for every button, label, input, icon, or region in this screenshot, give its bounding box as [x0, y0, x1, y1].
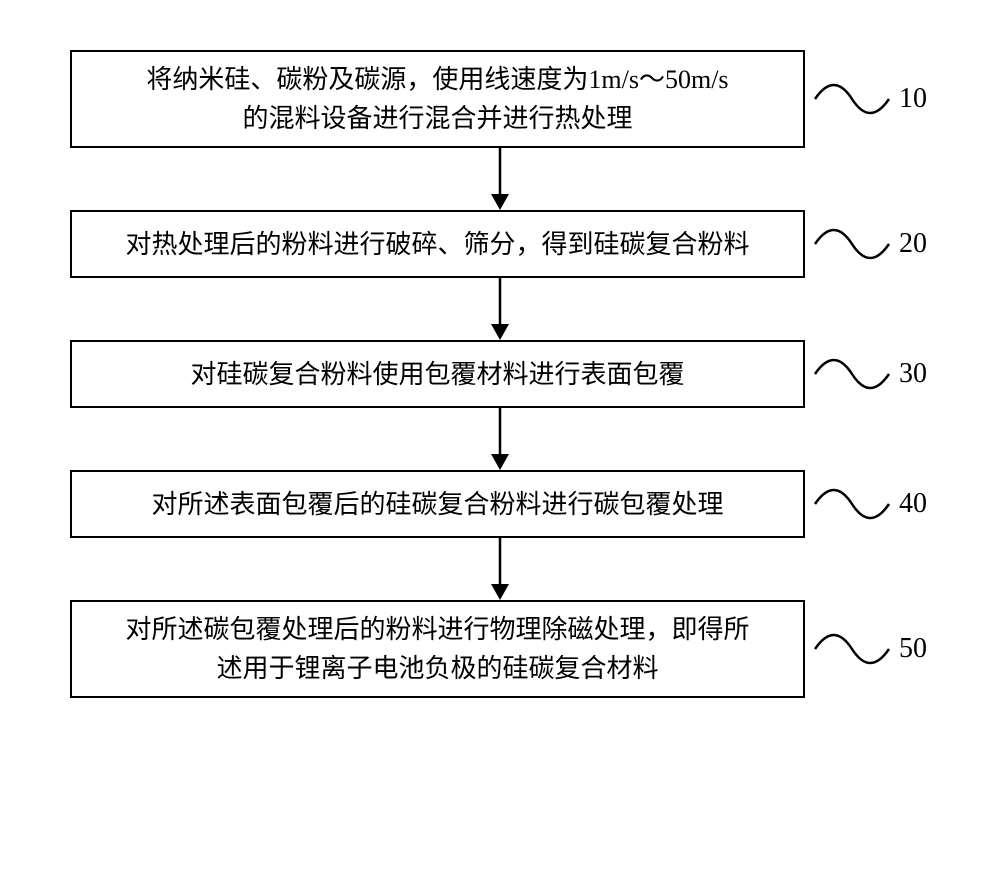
step-text-5: 对所述碳包覆处理后的粉料进行物理除磁处理，即得所 述用于锂离子电池负极的硅碳复合… [125, 610, 749, 688]
step-box-4: 对所述表面包覆后的硅碳复合粉料进行碳包覆处理 [70, 470, 805, 538]
wave-icon [813, 625, 891, 673]
arrow-down-icon [485, 278, 515, 340]
step-number-2: 20 [899, 228, 927, 260]
step-row-5: 对所述碳包覆处理后的粉料进行物理除磁处理，即得所 述用于锂离子电池负极的硅碳复合… [70, 600, 930, 698]
wave-label-2: 20 [813, 220, 927, 268]
wave-icon [813, 480, 891, 528]
wave-label-4: 40 [813, 480, 927, 528]
arrow-2 [133, 278, 868, 340]
step-5-line-1: 对所述碳包覆处理后的粉料进行物理除磁处理，即得所 [125, 615, 749, 644]
step-text-3: 对硅碳复合粉料使用包覆材料进行表面包覆 [190, 355, 684, 394]
step-row-1: 将纳米硅、碳粉及碳源，使用线速度为1m/s～50m/s 的混料设备进行混合并进行… [70, 50, 930, 148]
step-5-line-2: 述用于锂离子电池负极的硅碳复合材料 [216, 654, 658, 683]
step-1-line-2: 的混料设备进行混合并进行热处理 [242, 104, 632, 133]
step-text-1: 将纳米硅、碳粉及碳源，使用线速度为1m/s～50m/s 的混料设备进行混合并进行… [146, 60, 728, 138]
step-number-4: 40 [899, 488, 927, 520]
step-number-5: 50 [899, 633, 927, 665]
wave-label-1: 10 [813, 75, 927, 123]
arrow-3 [133, 408, 868, 470]
arrow-down-icon [485, 538, 515, 600]
arrow-4 [133, 538, 868, 600]
wave-label-5: 50 [813, 625, 927, 673]
step-text-4: 对所述表面包覆后的硅碳复合粉料进行碳包覆处理 [151, 485, 723, 524]
arrow-down-icon [485, 148, 515, 210]
wave-icon [813, 220, 891, 268]
step-box-1: 将纳米硅、碳粉及碳源，使用线速度为1m/s～50m/s 的混料设备进行混合并进行… [70, 50, 805, 148]
step-box-3: 对硅碳复合粉料使用包覆材料进行表面包覆 [70, 340, 805, 408]
step-1-line-1: 将纳米硅、碳粉及碳源，使用线速度为1m/s～50m/s [146, 65, 728, 94]
step-row-4: 对所述表面包覆后的硅碳复合粉料进行碳包覆处理 40 [70, 470, 930, 538]
step-text-2: 对热处理后的粉料进行破碎、筛分，得到硅碳复合粉料 [125, 225, 749, 264]
step-2-line-1: 对热处理后的粉料进行破碎、筛分，得到硅碳复合粉料 [125, 230, 749, 259]
wave-label-3: 30 [813, 350, 927, 398]
step-3-line-1: 对硅碳复合粉料使用包覆材料进行表面包覆 [190, 360, 684, 389]
wave-icon [813, 350, 891, 398]
step-4-line-1: 对所述表面包覆后的硅碳复合粉料进行碳包覆处理 [151, 490, 723, 519]
step-box-5: 对所述碳包覆处理后的粉料进行物理除磁处理，即得所 述用于锂离子电池负极的硅碳复合… [70, 600, 805, 698]
step-number-3: 30 [899, 358, 927, 390]
step-row-3: 对硅碳复合粉料使用包覆材料进行表面包覆 30 [70, 340, 930, 408]
arrow-1 [133, 148, 868, 210]
wave-icon [813, 75, 891, 123]
flowchart-container: 将纳米硅、碳粉及碳源，使用线速度为1m/s～50m/s 的混料设备进行混合并进行… [70, 50, 930, 698]
arrow-down-icon [485, 408, 515, 470]
step-box-2: 对热处理后的粉料进行破碎、筛分，得到硅碳复合粉料 [70, 210, 805, 278]
step-row-2: 对热处理后的粉料进行破碎、筛分，得到硅碳复合粉料 20 [70, 210, 930, 278]
step-number-1: 10 [899, 83, 927, 115]
